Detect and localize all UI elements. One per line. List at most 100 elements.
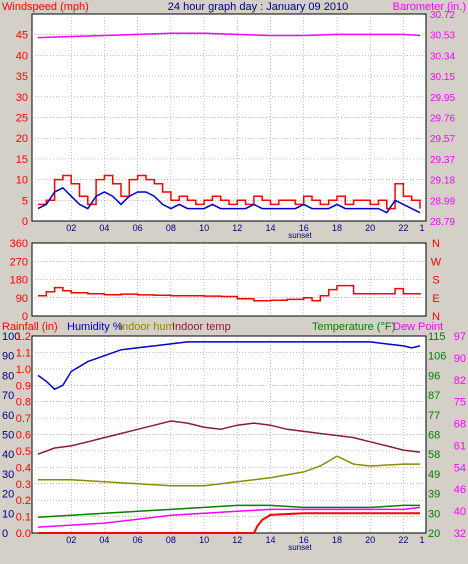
- rainfall-tick: 1.0: [16, 364, 31, 376]
- windspeed-tick: 25: [16, 113, 28, 125]
- rainfall-tick: 0.8: [16, 397, 31, 409]
- x-tick-label: 12: [232, 223, 242, 233]
- temperature-tick: 96: [428, 370, 440, 382]
- direction-tick: 180: [10, 275, 28, 287]
- legend-entry: Indoor temp: [172, 321, 231, 333]
- rainfall-tick: 0.7: [16, 413, 31, 425]
- x-tick-label: 10: [199, 223, 209, 233]
- windspeed-axis-label: Windspeed (mph): [2, 1, 89, 13]
- rainfall-tick: 0.3: [16, 479, 31, 491]
- sunset-label: sunset: [288, 231, 312, 240]
- x-tick-label: 22: [398, 223, 408, 233]
- humidity-tick: 70: [2, 390, 14, 402]
- rainfall-tick: 1.1: [16, 347, 31, 359]
- dewpoint-tick: 54: [454, 462, 466, 474]
- dewpoint-tick: 90: [454, 353, 466, 365]
- dewpoint-tick: 75: [454, 397, 466, 409]
- direction-plot-area: [31, 242, 427, 317]
- rainfall-tick: 0.1: [16, 512, 31, 524]
- series-humidity: [37, 341, 421, 391]
- x-tick-label: 16: [299, 223, 309, 233]
- windspeed-tick: 0: [22, 216, 28, 228]
- humidity-tick: 90: [2, 351, 14, 363]
- dewpoint-tick: 68: [454, 419, 466, 431]
- barometer-tick: 30.53: [430, 31, 455, 42]
- rainfall-tick: 0.0: [16, 528, 31, 540]
- direction-tick: 0: [22, 311, 28, 323]
- direction-tick: 360: [10, 238, 28, 250]
- humidity-tick: 30: [2, 469, 14, 481]
- temperature-axis-label: Temperature (°F): [312, 321, 395, 333]
- x-tick-label: 02: [66, 535, 76, 545]
- dewpoint-tick: 97: [454, 331, 466, 343]
- x-tick-label: 16: [299, 535, 309, 545]
- windspeed-tick: 40: [16, 50, 28, 62]
- temperature-tick: 49: [428, 469, 440, 481]
- x-tick-label: 04: [99, 223, 109, 233]
- compass-tick: S: [432, 275, 439, 287]
- x-tick-label: 10: [199, 535, 209, 545]
- windspeed-tick: 5: [22, 195, 28, 207]
- compass-tick: N: [432, 238, 440, 250]
- dewpoint-tick: 32: [454, 528, 466, 540]
- x-tick-label: 18: [332, 223, 342, 233]
- series-dew_point: [37, 506, 421, 528]
- barometer-tick: 29.57: [430, 134, 455, 145]
- series-rainfall: [38, 512, 420, 534]
- series-temperature: [37, 504, 420, 518]
- temperature-tick: 58: [428, 449, 440, 461]
- x-tick-label: 08: [166, 223, 176, 233]
- humidity-tick: 60: [2, 410, 14, 422]
- temperature-tick: 39: [428, 489, 440, 501]
- dewpoint-tick: 82: [454, 375, 466, 387]
- rainfall-tick: 0.5: [16, 446, 31, 458]
- compass-tick: N: [432, 311, 440, 323]
- barometer-tick: 29.18: [430, 176, 455, 187]
- humidity-tick: 100: [2, 331, 20, 343]
- humidity-tick: 0: [2, 528, 8, 540]
- rainfall-tick: 0.4: [16, 462, 31, 474]
- x-tick-end: 1: [419, 535, 424, 545]
- temperature-tick: 20: [428, 528, 440, 540]
- series-barometer: [37, 32, 421, 39]
- windspeed-tick: 20: [16, 133, 28, 145]
- rainfall-axis-label: Rainfall (in): [2, 321, 58, 333]
- legend-entry: Indoor hum: [119, 321, 175, 333]
- chart-title: 24 hour graph day : January 09 2010: [168, 1, 348, 13]
- humidity-tick: 50: [2, 430, 14, 442]
- dewpoint-tick: 46: [454, 484, 466, 496]
- climate-plot-area: [31, 335, 427, 534]
- x-tick-end: 1: [419, 223, 424, 233]
- windspeed-tick: 35: [16, 71, 28, 83]
- barometer-tick: 28.99: [430, 196, 455, 207]
- windspeed-tick: 45: [16, 30, 28, 42]
- temperature-tick: 106: [428, 351, 446, 363]
- x-tick-label: 18: [332, 535, 342, 545]
- barometer-tick: 29.37: [430, 155, 455, 166]
- humidity-tick: 10: [2, 508, 14, 520]
- dewpoint-tick: 61: [454, 440, 466, 452]
- x-tick-label: 14: [266, 535, 276, 545]
- temperature-tick: 30: [428, 508, 440, 520]
- x-tick-label: 04: [99, 535, 109, 545]
- barometer-tick: 30.34: [430, 51, 455, 62]
- series-wind_direction: [38, 284, 421, 302]
- windspeed-tick: 30: [16, 92, 28, 104]
- series-gust: [38, 174, 421, 210]
- compass-tick: W: [431, 256, 442, 268]
- x-tick-label: 14: [266, 223, 276, 233]
- direction-tick: 90: [16, 293, 28, 305]
- direction-tick: 270: [10, 256, 28, 268]
- humidity-tick: 80: [2, 370, 14, 382]
- x-tick-label: 06: [133, 223, 143, 233]
- barometer-tick: 30.72: [430, 10, 455, 21]
- legend-entry: Humidity %: [67, 321, 123, 333]
- x-tick-label: 06: [133, 535, 143, 545]
- dewpoint-axis-label: Dew Point: [393, 321, 443, 333]
- barometer-tick: 28.79: [430, 217, 455, 228]
- x-tick-label: 08: [166, 535, 176, 545]
- series-indoor_hum: [38, 455, 420, 487]
- compass-tick: E: [432, 293, 439, 305]
- humidity-tick: 40: [2, 449, 14, 461]
